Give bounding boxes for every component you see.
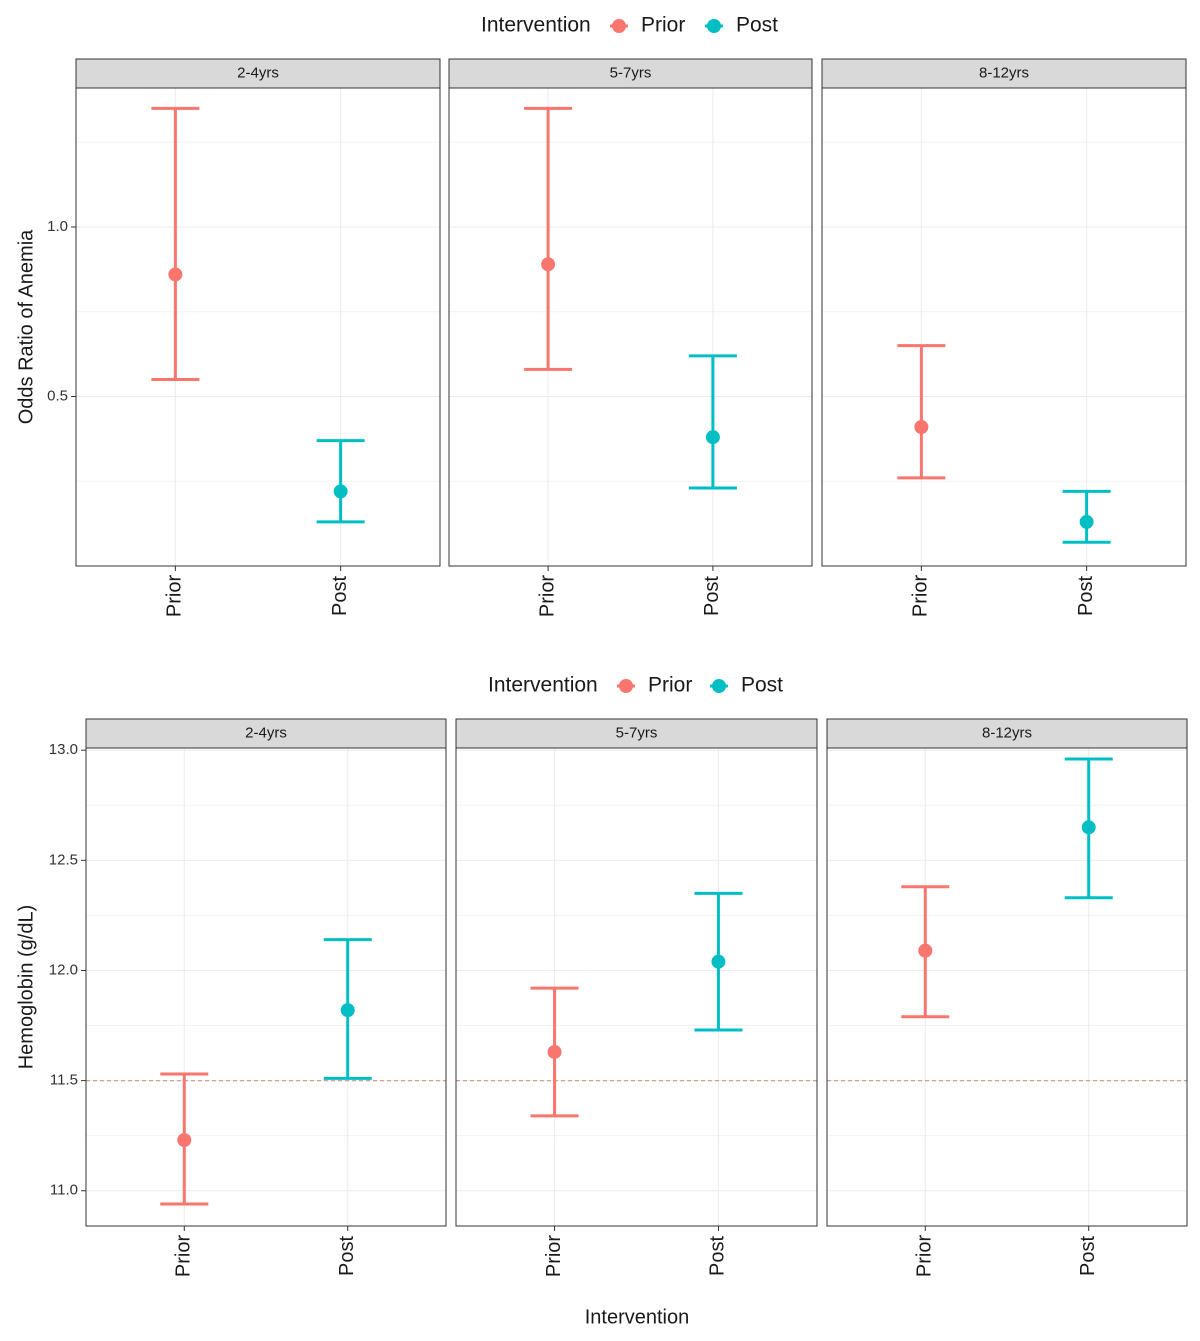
y-tick-label: 13.0 bbox=[49, 741, 78, 758]
facet-strip-label: 5-7yrs bbox=[616, 724, 658, 741]
facet-strip bbox=[85, 718, 447, 749]
x-tick-label: Prior bbox=[543, 1235, 565, 1278]
facet-strip-label: 2-4yrs bbox=[237, 64, 279, 81]
legend: Intervention Prior Post bbox=[481, 14, 778, 37]
point-estimate-prior bbox=[541, 257, 556, 272]
facet-5-7yrs: 5-7yrs Prior Post bbox=[448, 58, 813, 618]
errorbar-post bbox=[688, 354, 737, 490]
x-tick-label: Post bbox=[329, 576, 351, 616]
x-axis-title: Intervention bbox=[585, 1306, 690, 1328]
errorbar-post bbox=[316, 439, 365, 524]
point-estimate-prior bbox=[914, 420, 929, 435]
facet-2-4yrs: 2-4yrs Prior Post bbox=[85, 718, 447, 1278]
x-tick-label: Prior bbox=[536, 575, 558, 618]
errorbar-prior bbox=[151, 106, 200, 382]
y-axis-title: Hemoglobin (g/dL) bbox=[15, 905, 37, 1070]
point-estimate-post bbox=[340, 1003, 355, 1018]
panel-border bbox=[821, 87, 1187, 567]
legend-title: Intervention bbox=[481, 14, 591, 37]
x-tick-label: Post bbox=[707, 1236, 729, 1276]
legend-label-post: Post bbox=[741, 674, 783, 697]
point-estimate-post bbox=[1079, 514, 1094, 529]
errorbar-post bbox=[1062, 489, 1111, 544]
x-tick-label: Prior bbox=[173, 1235, 195, 1278]
legend-label-prior: Prior bbox=[641, 14, 685, 37]
facet-8-12yrs: 8-12yrs Prior Post bbox=[821, 58, 1187, 618]
facet-2-4yrs: 2-4yrs Prior Post bbox=[75, 58, 441, 618]
y-axis: 11.0 11.5 12.0 12.5 13.0 Hemoglobin (g/dL) bbox=[15, 741, 86, 1199]
facet-strip-label: 2-4yrs bbox=[245, 724, 287, 741]
errorbar-post bbox=[694, 891, 743, 1032]
panel-border bbox=[448, 87, 813, 567]
errorbar-prior bbox=[524, 106, 573, 371]
legend-label-prior: Prior bbox=[648, 674, 692, 697]
facet-8-12yrs: 8-12yrs Prior Post bbox=[826, 718, 1188, 1278]
legend-label-post: Post bbox=[736, 14, 778, 37]
facet-strip bbox=[448, 58, 813, 89]
facet-strip bbox=[821, 58, 1187, 89]
point-estimate-post bbox=[333, 484, 348, 499]
facet-strip-label: 8-12yrs bbox=[982, 724, 1032, 741]
y-tick-label: 11.0 bbox=[50, 1182, 78, 1199]
legend-key-dot-post bbox=[707, 19, 721, 33]
point-estimate-prior bbox=[168, 267, 183, 282]
errorbar-post bbox=[323, 938, 372, 1080]
errorbar-post bbox=[1064, 757, 1113, 900]
y-tick-label: 0.5 bbox=[47, 387, 68, 404]
chart-2: Intervention Prior Post 11.0 11.5 12.0 12.5 13.… bbox=[15, 674, 1188, 1328]
x-tick-label: Post bbox=[701, 576, 723, 616]
y-tick-label: 12.0 bbox=[49, 961, 78, 978]
legend-title: Intervention bbox=[488, 674, 598, 697]
panel-border bbox=[826, 747, 1188, 1227]
point-estimate-post bbox=[711, 954, 726, 969]
legend: Intervention Prior Post bbox=[488, 674, 783, 697]
point-estimate-prior bbox=[547, 1044, 562, 1059]
x-tick-label: Prior bbox=[914, 1235, 936, 1278]
x-tick-label: Post bbox=[336, 1236, 358, 1276]
point-estimate-prior bbox=[177, 1133, 192, 1148]
point-estimate-prior bbox=[918, 943, 933, 958]
errorbar-prior bbox=[897, 344, 946, 480]
errorbar-prior bbox=[160, 1072, 209, 1206]
chart-1: Intervention Prior Post 0.5 1.0 Odds Ratio of… bbox=[15, 14, 1187, 618]
facet-strip bbox=[826, 718, 1188, 749]
x-tick-label: Prior bbox=[910, 575, 932, 618]
legend-key-dot-prior bbox=[619, 679, 633, 693]
panel-border bbox=[75, 87, 441, 567]
y-tick-label: 12.5 bbox=[49, 851, 78, 868]
facet-strip-label: 5-7yrs bbox=[610, 64, 652, 81]
x-tick-label: Prior bbox=[164, 575, 186, 618]
panel-border bbox=[455, 747, 818, 1227]
point-estimate-post bbox=[1081, 820, 1096, 835]
y-tick-label: 11.5 bbox=[50, 1072, 78, 1089]
panel-border bbox=[85, 747, 447, 1227]
y-axis-title: Odds Ratio of Anemia bbox=[15, 229, 37, 424]
facet-strip bbox=[75, 58, 441, 89]
errorbar-prior bbox=[530, 986, 579, 1118]
x-tick-label: Post bbox=[1075, 576, 1097, 616]
facet-strip-label: 8-12yrs bbox=[979, 64, 1029, 81]
facet-5-7yrs: 5-7yrs Prior Post bbox=[455, 718, 818, 1278]
y-axis: 0.5 1.0 Odds Ratio of Anemia bbox=[15, 218, 76, 424]
errorbar-prior bbox=[901, 885, 950, 1019]
x-tick-label: Post bbox=[1077, 1236, 1099, 1276]
legend-key-dot-post bbox=[712, 679, 726, 693]
legend-key-dot-prior bbox=[612, 19, 626, 33]
facet-strip bbox=[455, 718, 818, 749]
point-estimate-post bbox=[705, 430, 720, 445]
y-tick-label: 1.0 bbox=[47, 218, 68, 235]
